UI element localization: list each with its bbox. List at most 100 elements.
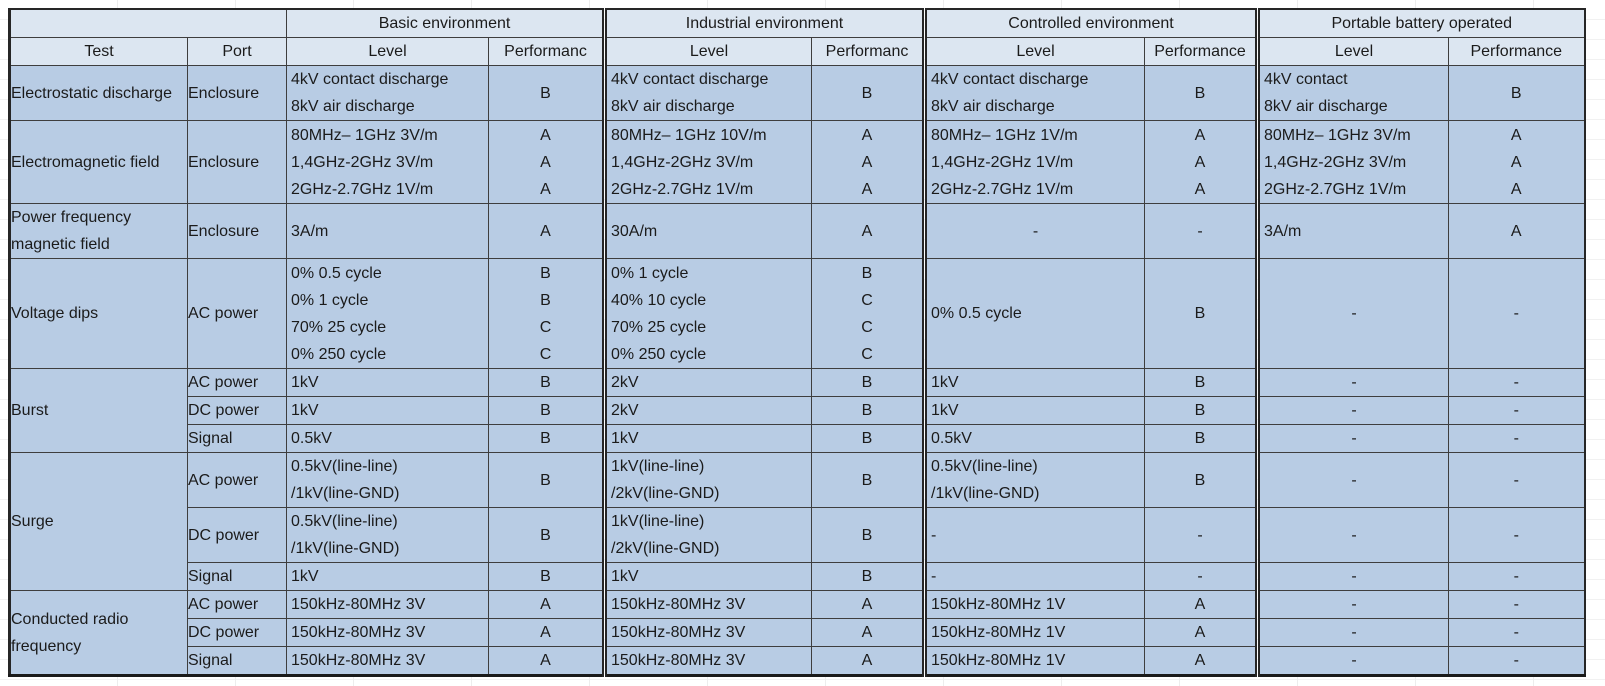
- level-line: 0% 0.5 cycle: [931, 305, 1022, 322]
- performance-cell-basic: B: [488, 562, 605, 591]
- performance-line: C: [861, 291, 873, 309]
- performance-line: B: [861, 84, 873, 102]
- performance-line: -: [1513, 568, 1519, 585]
- level-line: 80MHz– 1GHz 1V/m: [931, 126, 1078, 144]
- test-cell-burst: Burst: [9, 368, 188, 453]
- level-line: 1,4GHz-2GHz 3V/m: [1264, 153, 1407, 171]
- performance-line: A: [540, 153, 551, 171]
- level-line: 2GHz-2.7GHz 1V/m: [1264, 180, 1407, 198]
- level-line: -: [1351, 374, 1357, 391]
- level-cell-controlled: 0.5kV: [922, 424, 1145, 453]
- level-cell-industrial: 4kV contact discharge 8kV air discharge: [602, 65, 812, 121]
- level-line: 4kV contact: [1264, 71, 1348, 88]
- performance-cell-basic: A: [488, 618, 605, 647]
- column-header-row: Test Port Level Performanc Level Perform…: [9, 37, 1585, 66]
- column-header-level-basic: Level: [286, 37, 489, 66]
- performance-line: -: [1513, 305, 1519, 322]
- performance-line: B: [540, 264, 551, 282]
- level-line: 2GHz-2.7GHz 1V/m: [611, 180, 754, 198]
- level-line: 1kV: [291, 402, 319, 419]
- level-cell-basic: 1kV: [286, 368, 489, 397]
- level-line: 8kV air discharge: [291, 98, 415, 115]
- level-line: 0% 0.5 cycle: [291, 264, 382, 282]
- table-row: Signal 150kHz-80MHz 3V A 150kHz-80MHz 3V A 15…: [10, 646, 1585, 676]
- table-row: Signal 0.5kV B 1kV B 0.5kV B - -: [10, 424, 1585, 453]
- performance-line: A: [1194, 624, 1206, 641]
- performance-line: -: [1197, 568, 1203, 585]
- performance-line: B: [861, 568, 873, 585]
- level-line: -: [1351, 402, 1357, 419]
- group-header-portable: Portable battery operated: [1255, 8, 1585, 38]
- performance-line: B: [540, 471, 551, 489]
- level-cell-portable: 3A/m: [1255, 203, 1449, 259]
- level-cell-basic: 150kHz-80MHz 3V: [286, 590, 489, 619]
- level-line: 1kV: [291, 568, 319, 585]
- level-line: -: [1351, 596, 1357, 613]
- table-row: DC power 0.5kV(line-line) /1kV(line-GND) B 1…: [10, 507, 1585, 563]
- port-cell: DC power: [187, 507, 287, 563]
- level-cell-basic: 80MHz– 1GHz 3V/m 1,4GHz-2GHz 3V/m 2GHz-2.7…: [286, 120, 489, 204]
- performance-cell-portable: -: [1448, 646, 1585, 676]
- performance-line: B: [540, 374, 551, 391]
- level-line: 0.5kV: [931, 430, 972, 447]
- level-line: 150kHz-80MHz 1V: [931, 652, 1066, 669]
- level-cell-industrial: 2kV: [602, 368, 812, 397]
- level-cell-controlled: 150kHz-80MHz 1V: [922, 590, 1145, 619]
- level-line: 80MHz– 1GHz 3V/m: [291, 126, 438, 144]
- level-cell-industrial: 150kHz-80MHz 3V: [602, 590, 812, 619]
- performance-cell-portable: A: [1448, 203, 1585, 259]
- level-line: 8kV air discharge: [1264, 98, 1388, 115]
- performance-cell-controlled: -: [1144, 203, 1258, 259]
- level-line: 0% 1 cycle: [611, 264, 689, 282]
- level-line: 40% 10 cycle: [611, 291, 707, 309]
- performance-cell-basic: B: [488, 65, 605, 121]
- performance-line: B: [1194, 471, 1206, 489]
- performance-cell-controlled: A: [1144, 618, 1258, 647]
- performance-line: -: [1513, 596, 1519, 613]
- level-cell-industrial: 1kV(line-line) /2kV(line-GND): [602, 452, 812, 508]
- level-cell-basic: 1kV: [286, 562, 489, 591]
- performance-cell-basic: B: [488, 368, 605, 397]
- performance-line: A: [540, 180, 551, 198]
- level-line: 0.5kV(line-line): [291, 513, 398, 530]
- level-line: 30A/m: [611, 222, 658, 240]
- performance-cell-controlled: B: [1144, 424, 1258, 453]
- performance-line: B: [861, 430, 873, 447]
- port-cell: Enclosure: [187, 120, 287, 204]
- performance-line: B: [861, 374, 873, 391]
- performance-cell-portable: -: [1448, 396, 1585, 425]
- performance-cell-industrial: B: [811, 507, 925, 563]
- level-cell-basic: 0.5kV(line-line) /1kV(line-GND): [286, 507, 489, 563]
- performance-cell-portable: B: [1448, 65, 1585, 121]
- performance-cell-industrial: B: [811, 368, 925, 397]
- level-line: 70% 25 cycle: [611, 318, 707, 336]
- performance-line: B: [540, 291, 551, 309]
- level-line: 1kV(line-line): [611, 458, 705, 475]
- performance-cell-basic: A: [488, 203, 605, 259]
- table-row: Burst AC power 1kV B 2kV B 1kV B - -: [9, 368, 1585, 453]
- performance-line: -: [1513, 430, 1519, 447]
- group-header-controlled: Controlled environment: [922, 8, 1258, 38]
- performance-line: A: [1510, 153, 1522, 171]
- port-cell: DC power: [187, 396, 287, 425]
- test-cell-power-frequency-magnetic-field: Power frequency magnetic field: [9, 203, 188, 259]
- level-line: 0.5kV(line-line): [291, 458, 398, 475]
- performance-line: A: [861, 652, 873, 669]
- level-cell-industrial: 0% 1 cycle 40% 10 cycle 70% 25 cycle 0% 250…: [602, 258, 812, 369]
- level-line: 1kV: [291, 374, 319, 391]
- column-header-performance-basic: Performanc: [488, 37, 605, 66]
- level-line: 1kV: [931, 402, 959, 419]
- level-line: 2kV: [611, 374, 639, 391]
- test-cell-electromagnetic-field: Electromagnetic field: [9, 120, 188, 204]
- port-cell: Signal: [187, 562, 287, 591]
- level-line: /1kV(line-GND): [931, 485, 1040, 502]
- performance-cell-industrial: B: [811, 424, 925, 453]
- level-line: 0.5kV(line-line): [931, 458, 1038, 475]
- performance-cell-controlled: B: [1144, 396, 1258, 425]
- column-header-performance-industrial: Performanc: [811, 37, 925, 66]
- performance-cell-controlled: B: [1144, 258, 1258, 369]
- level-line: 80MHz– 1GHz 3V/m: [1264, 126, 1411, 144]
